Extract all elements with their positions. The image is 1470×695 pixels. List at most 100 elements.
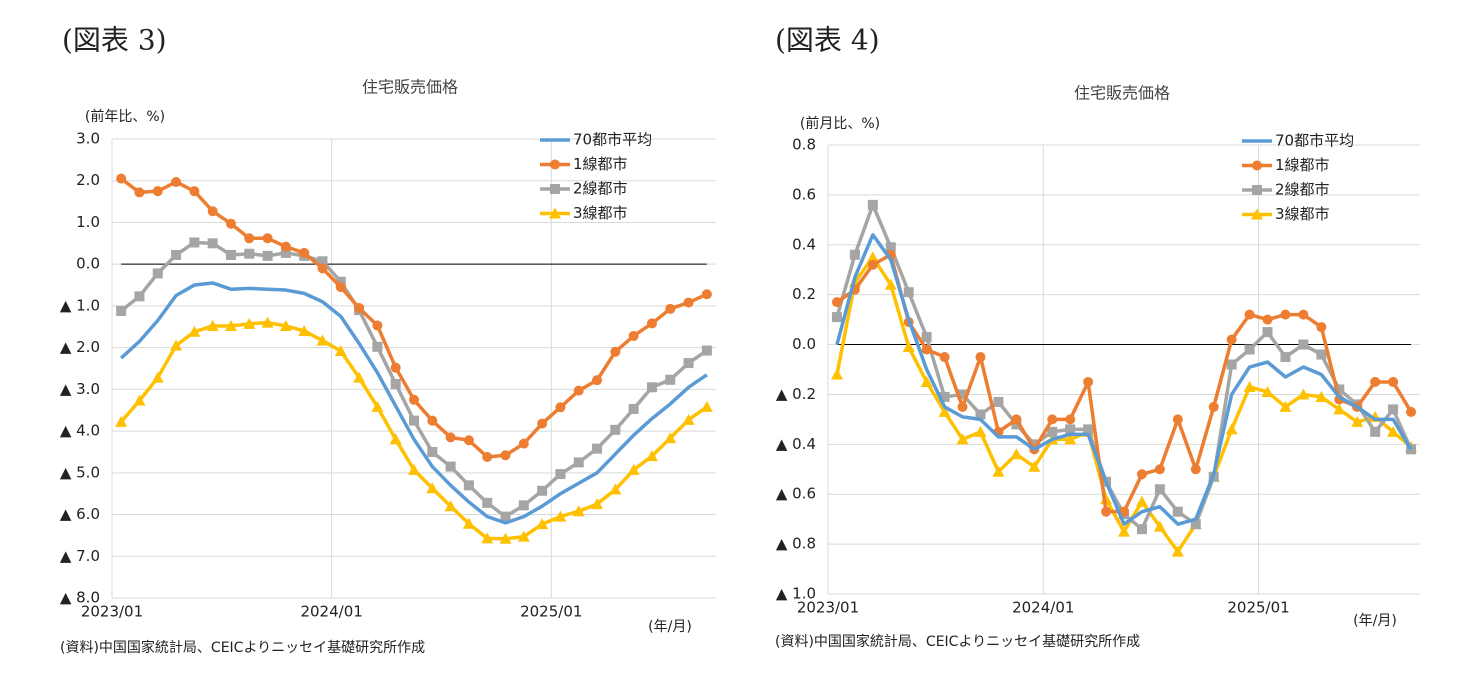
- point: [427, 446, 438, 457]
- point: [1047, 426, 1058, 437]
- point: [299, 247, 310, 258]
- point: [188, 325, 201, 337]
- point: [957, 389, 968, 400]
- y-tick-label: ▲ 0.2: [776, 385, 816, 403]
- point: [550, 159, 560, 170]
- point: [1280, 309, 1291, 320]
- point: [133, 394, 146, 406]
- point: [957, 401, 968, 412]
- point: [371, 400, 384, 412]
- point: [207, 238, 218, 249]
- point: [1226, 359, 1237, 370]
- y-tick-label: ▲ 1.0: [776, 585, 816, 603]
- point: [1333, 403, 1346, 415]
- legend-label: 1線都市: [1275, 156, 1330, 174]
- point: [830, 368, 843, 380]
- point: [482, 497, 493, 508]
- point: [555, 469, 566, 480]
- y-tick-label: ▲ 7.0: [60, 547, 100, 565]
- point: [1154, 464, 1165, 475]
- point: [682, 413, 695, 425]
- point: [1083, 376, 1094, 387]
- point: [939, 391, 950, 402]
- legend-label: 3線都市: [1275, 205, 1330, 223]
- point: [1262, 327, 1273, 338]
- point: [921, 332, 932, 343]
- legend-label: 3線都市: [573, 204, 628, 222]
- point: [920, 375, 933, 387]
- point: [279, 319, 292, 331]
- y-tick-label: ▲ 5.0: [60, 463, 100, 481]
- point: [372, 320, 383, 331]
- legend-label: 70都市平均: [1275, 132, 1354, 150]
- series-line: [119, 281, 708, 525]
- point: [1172, 506, 1183, 517]
- point: [334, 344, 347, 356]
- point: [609, 483, 622, 495]
- point: [518, 500, 529, 511]
- point: [1315, 390, 1328, 402]
- legend-label: 1線都市: [573, 155, 628, 173]
- point: [1047, 414, 1058, 425]
- y-tick-label: 3.0: [76, 130, 100, 148]
- point: [1388, 404, 1399, 415]
- point: [1262, 314, 1273, 325]
- point: [1370, 376, 1381, 387]
- point: [885, 242, 896, 253]
- point: [1065, 424, 1076, 435]
- y-tick-label: ▲ 0.8: [776, 535, 816, 553]
- point: [445, 432, 456, 443]
- point: [992, 465, 1005, 477]
- point: [262, 233, 273, 244]
- point: [645, 450, 658, 462]
- point: [1252, 160, 1262, 171]
- legend-label: 70都市平均: [573, 131, 652, 149]
- point: [444, 500, 457, 512]
- point: [134, 291, 145, 302]
- point: [683, 358, 694, 369]
- point: [500, 450, 511, 461]
- y-tick-label: 2.0: [76, 171, 100, 189]
- point: [462, 517, 475, 529]
- x-tick-label: 2025/01: [1227, 599, 1289, 617]
- point: [831, 297, 842, 308]
- point: [1280, 352, 1291, 363]
- point: [573, 457, 584, 468]
- point: [1010, 448, 1023, 460]
- point: [1154, 484, 1165, 495]
- point: [1261, 385, 1274, 397]
- point: [664, 432, 677, 444]
- point: [866, 251, 879, 263]
- point: [902, 341, 915, 353]
- point: [1136, 469, 1147, 480]
- figure-label: (図表 4): [775, 24, 880, 57]
- point: [354, 302, 365, 313]
- point: [627, 463, 640, 475]
- point: [225, 218, 236, 229]
- point: [1172, 414, 1183, 425]
- point: [1244, 344, 1255, 355]
- point: [409, 394, 419, 405]
- point: [867, 199, 878, 210]
- point: [683, 297, 694, 308]
- y-tick-label: ▲ 1.0: [60, 296, 100, 314]
- y-tick-label: ▲ 4.0: [60, 422, 100, 440]
- point: [1316, 349, 1327, 360]
- point: [665, 303, 676, 314]
- point: [974, 425, 987, 437]
- point: [701, 289, 712, 300]
- point: [1064, 433, 1077, 445]
- point: [262, 250, 273, 261]
- point: [700, 400, 713, 412]
- point: [1225, 423, 1238, 435]
- point: [152, 268, 163, 279]
- point: [390, 378, 401, 389]
- point: [1387, 425, 1400, 437]
- point: [517, 530, 530, 542]
- y-axis-label: (前月比、%): [800, 115, 880, 132]
- point: [243, 317, 256, 329]
- point: [261, 316, 274, 328]
- point: [463, 480, 474, 491]
- y-tick-label: ▲ 0.6: [776, 485, 816, 503]
- point: [427, 415, 438, 426]
